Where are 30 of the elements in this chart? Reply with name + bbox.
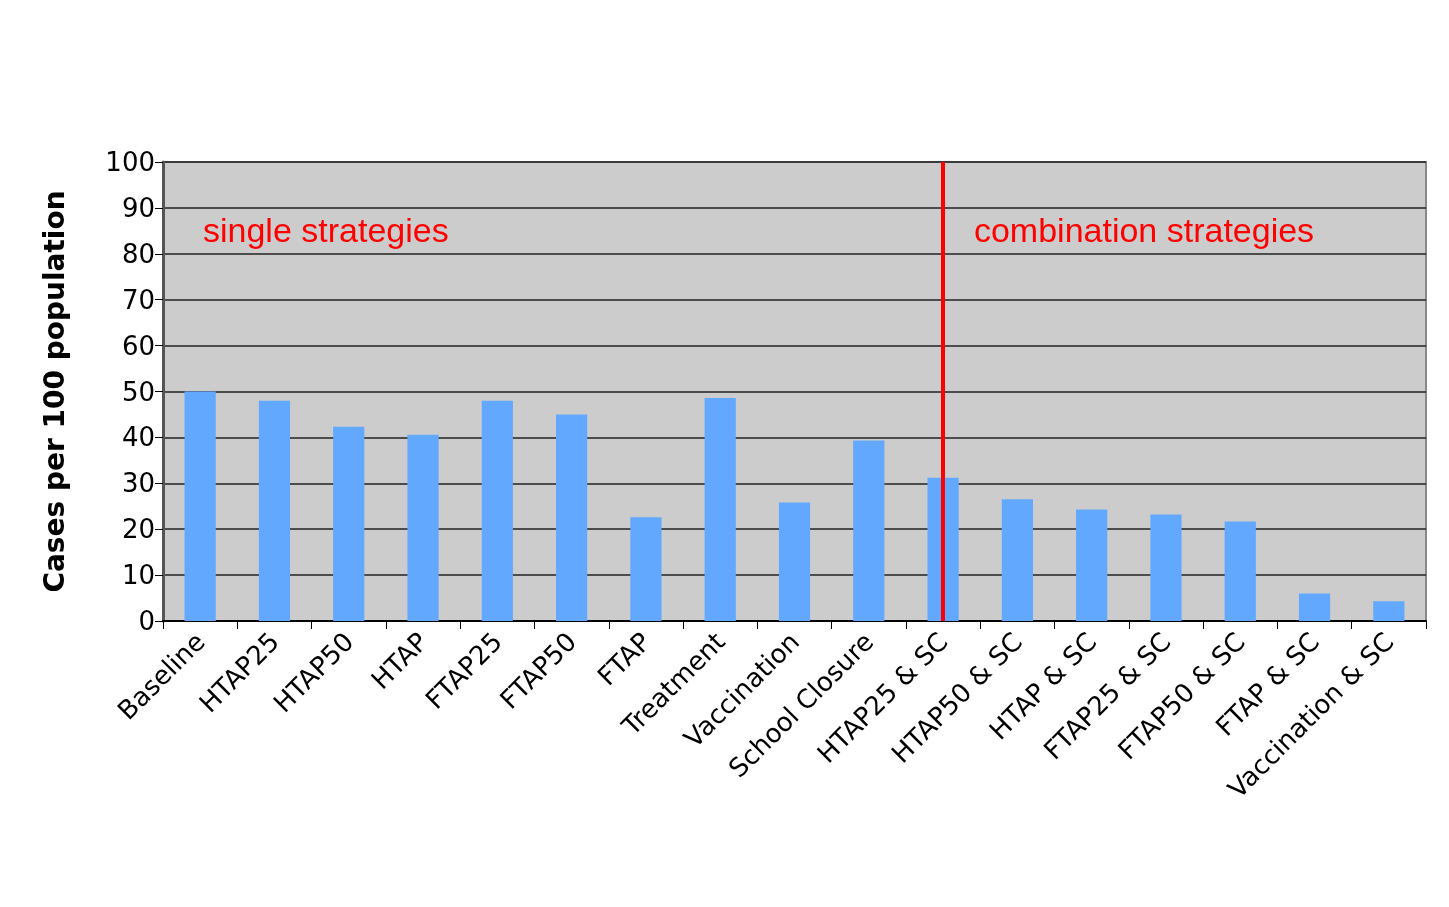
y-tick-label: 60 (121, 330, 155, 361)
bar (333, 426, 365, 621)
bar (1076, 509, 1108, 621)
bar (481, 400, 513, 621)
y-tick-label: 0 (138, 606, 155, 636)
bar (1150, 514, 1182, 621)
y-tick-label: 40 (121, 422, 155, 453)
bar (1001, 499, 1033, 621)
y-tick-label: 20 (121, 514, 155, 545)
y-tick-label: 10 (121, 560, 155, 591)
y-tick-label: 90 (121, 192, 155, 223)
y-tick-label: 30 (121, 468, 155, 499)
y-axis-title: Cases per 100 population (37, 190, 71, 593)
y-tick-label: 70 (121, 284, 155, 315)
y-tick-label: 80 (121, 238, 155, 269)
bar (258, 400, 291, 621)
bar (778, 502, 811, 621)
bar (184, 391, 216, 621)
bar (704, 397, 736, 621)
y-tick-label: 50 (121, 376, 155, 407)
bar (556, 414, 588, 621)
y-tick-label: 100 (105, 147, 155, 177)
annotation: single strategies (203, 211, 449, 249)
bar (630, 517, 662, 621)
annotation: combination strategies (973, 211, 1315, 249)
bar (1224, 521, 1256, 621)
bar (853, 440, 885, 621)
bar (407, 434, 439, 621)
bar (1298, 593, 1331, 621)
bar (1373, 601, 1405, 621)
